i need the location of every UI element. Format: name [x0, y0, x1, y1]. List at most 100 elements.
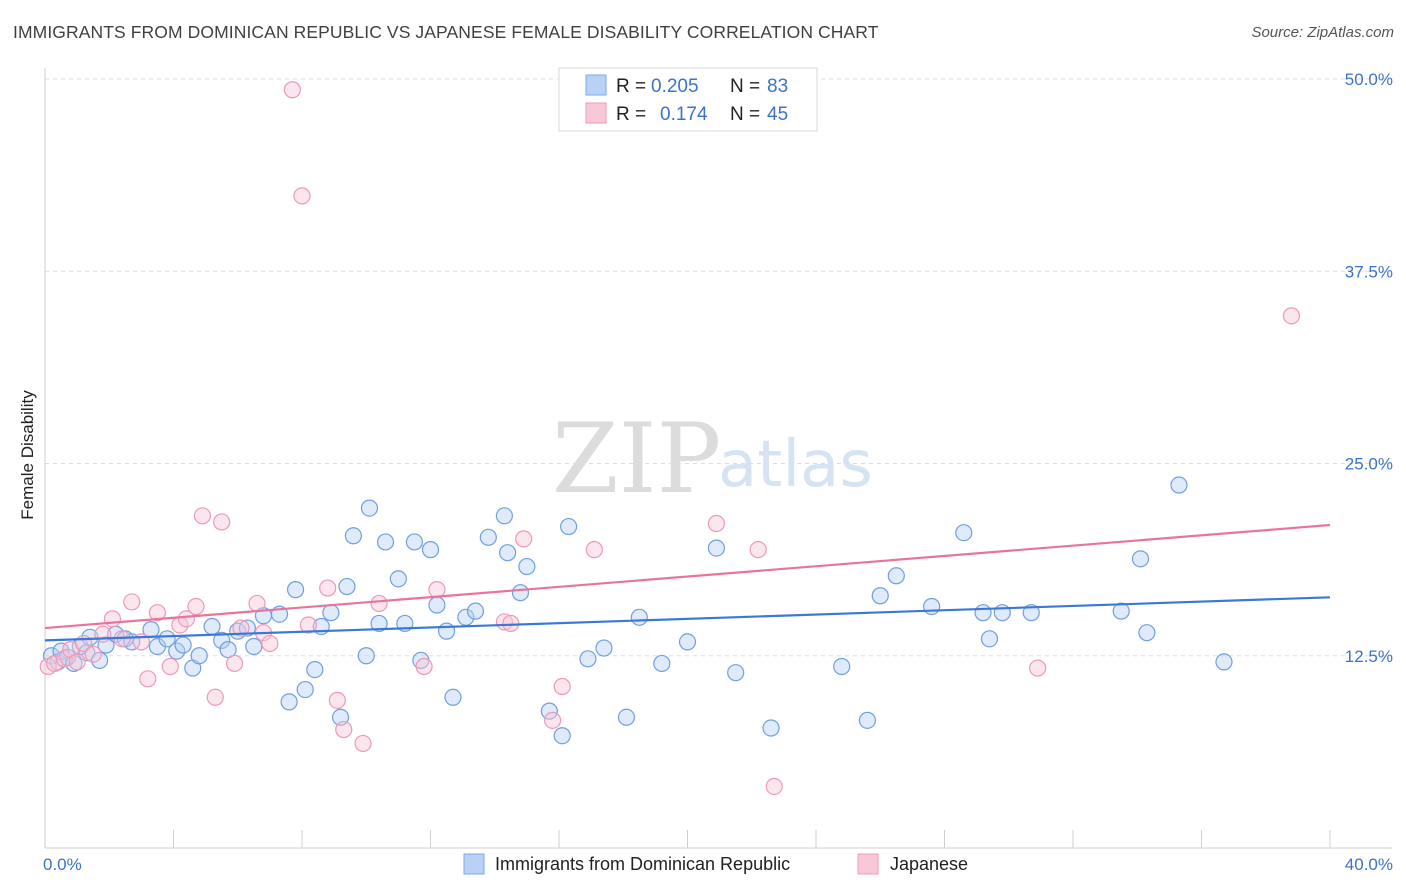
bottom-legend: Immigrants from Dominican Republic Japan… — [463, 853, 968, 875]
y-tick-label: 25.0% — [1345, 455, 1393, 474]
point-dominican — [306, 660, 324, 679]
point-dominican — [190, 647, 208, 665]
point-dominican — [871, 587, 889, 605]
bottom-legend-label-japanese: Japanese — [890, 854, 968, 874]
x-tick-labels: 0.0% 40.0% — [43, 855, 1393, 874]
point-japanese — [161, 657, 179, 676]
point-japanese — [370, 594, 388, 613]
point-dominican — [707, 539, 726, 557]
point-dominican — [219, 640, 237, 659]
point-dominican — [1215, 653, 1233, 671]
point-dominican — [595, 639, 613, 657]
point-dominican — [213, 631, 231, 649]
point-dominican — [370, 614, 388, 633]
point-dominican — [653, 654, 671, 673]
point-dominican — [560, 517, 578, 536]
point-dominican — [338, 577, 356, 596]
point-dominican — [238, 619, 256, 637]
point-dominican — [344, 527, 362, 545]
point-dominican — [174, 636, 192, 654]
point-dominican — [479, 528, 497, 546]
point-japanese — [213, 513, 231, 531]
legend-r-label: R = — [616, 104, 646, 125]
point-japanese — [502, 614, 520, 633]
point-japanese — [553, 677, 571, 696]
legend-swatch-japanese — [585, 102, 607, 124]
point-japanese — [293, 187, 311, 205]
y-tick-labels: 12.5% 25.0% 37.5% 50.0% — [1345, 70, 1393, 666]
point-japanese — [177, 610, 195, 628]
point-japanese — [206, 688, 224, 706]
point-dominican — [1170, 476, 1188, 494]
point-japanese — [328, 691, 346, 709]
point-dominican — [322, 604, 340, 622]
watermark-atlas: atlas — [718, 428, 873, 502]
point-japanese — [232, 619, 250, 637]
source-credit: Source: ZipAtlas.com — [1251, 24, 1394, 41]
point-japanese — [148, 604, 167, 622]
point-dominican — [540, 702, 558, 720]
point-dominican — [553, 727, 571, 745]
point-japanese — [749, 541, 767, 559]
point-dominican — [360, 499, 379, 517]
legend-r-value: 0.205 — [651, 76, 699, 97]
point-japanese — [585, 541, 603, 559]
point-dominican — [499, 544, 517, 562]
point-dominican — [91, 651, 109, 669]
point-japanese — [261, 634, 279, 653]
point-japanese — [1029, 659, 1047, 677]
point-dominican — [923, 597, 941, 616]
point-dominican — [158, 630, 176, 648]
y-axis-label: Female Disability — [18, 390, 37, 520]
point-dominican — [421, 541, 440, 559]
point-japanese — [765, 777, 783, 796]
point-japanese — [248, 594, 266, 613]
trend-lines — [44, 523, 1331, 642]
trend-line-japanese — [44, 523, 1331, 630]
legend-n-label: N = — [730, 76, 760, 97]
point-japanese — [319, 579, 337, 597]
point-japanese — [84, 645, 102, 663]
point-dominican — [630, 608, 648, 626]
point-japanese — [94, 625, 112, 643]
point-dominican — [762, 719, 780, 737]
point-dominican — [357, 647, 375, 665]
point-japanese — [515, 530, 533, 548]
point-japanese — [55, 650, 73, 668]
x-tick-label: 0.0% — [43, 855, 82, 874]
point-dominican — [511, 584, 530, 602]
gridlines — [45, 78, 1392, 657]
point-japanese — [299, 616, 318, 634]
point-dominican — [168, 642, 186, 660]
point-dominican — [1131, 550, 1150, 568]
bottom-legend-swatch-dominican — [463, 853, 485, 875]
legend-n-value: 83 — [767, 76, 788, 97]
point-dominican — [376, 533, 395, 551]
point-japanese — [335, 720, 353, 739]
axes — [44, 68, 1392, 849]
point-dominican — [466, 602, 485, 620]
point-dominican — [1138, 624, 1156, 642]
x-tick-label: 40.0% — [1345, 855, 1393, 874]
point-dominican — [980, 630, 999, 648]
legend-n-label: N = — [730, 104, 760, 125]
trend-line-dominican — [44, 596, 1331, 642]
point-dominican — [203, 617, 221, 636]
point-japanese — [283, 81, 301, 99]
point-dominican — [579, 650, 597, 668]
point-japanese — [139, 670, 157, 688]
point-japanese — [1282, 307, 1301, 325]
point-dominican — [974, 604, 992, 622]
bottom-legend-label-dominican: Immigrants from Dominican Republic — [495, 854, 790, 874]
point-dominican — [405, 533, 424, 551]
point-dominican — [437, 622, 456, 640]
y-tick-label: 37.5% — [1345, 262, 1393, 281]
point-dominican — [833, 657, 851, 676]
point-dominican — [296, 680, 314, 699]
point-japanese — [415, 657, 433, 676]
point-japanese — [46, 654, 64, 673]
point-dominican — [389, 570, 407, 588]
point-dominican — [286, 581, 305, 599]
point-dominican — [1022, 604, 1040, 622]
